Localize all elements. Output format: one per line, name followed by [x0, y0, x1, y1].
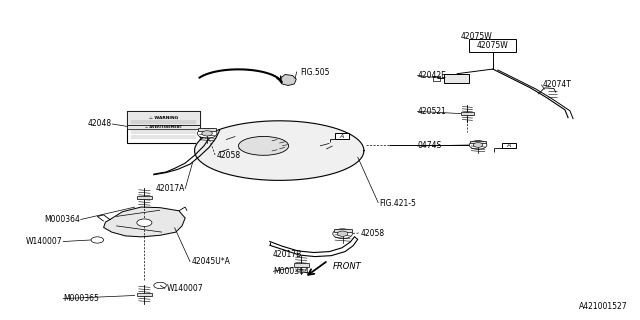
- Text: 42058: 42058: [361, 229, 385, 238]
- Bar: [294, 263, 308, 267]
- Text: 42045U*A: 42045U*A: [191, 257, 230, 267]
- Text: A: A: [340, 134, 344, 139]
- Bar: [470, 140, 486, 143]
- Text: M000364: M000364: [45, 215, 81, 224]
- Text: ⚠ WARNING: ⚠ WARNING: [149, 116, 178, 120]
- Text: 42075W: 42075W: [461, 32, 493, 41]
- Circle shape: [337, 231, 348, 236]
- Text: M000365: M000365: [63, 294, 99, 303]
- Text: 42017A: 42017A: [156, 184, 185, 193]
- Bar: [469, 39, 516, 52]
- Bar: [137, 293, 152, 296]
- Polygon shape: [104, 207, 185, 237]
- Circle shape: [333, 229, 353, 239]
- Text: A: A: [507, 143, 511, 148]
- Circle shape: [202, 131, 212, 136]
- Bar: [444, 74, 469, 83]
- Circle shape: [197, 128, 217, 138]
- Text: M000364: M000364: [273, 267, 309, 276]
- Bar: [127, 111, 200, 143]
- FancyBboxPatch shape: [335, 133, 349, 139]
- Circle shape: [469, 140, 487, 149]
- Text: 0474S: 0474S: [417, 141, 442, 150]
- Polygon shape: [195, 121, 364, 180]
- Text: A421001527: A421001527: [579, 301, 627, 310]
- Text: A: A: [140, 219, 143, 224]
- Text: 42017B: 42017B: [273, 250, 302, 259]
- Circle shape: [137, 219, 152, 227]
- Text: FIG.421-5: FIG.421-5: [380, 199, 417, 208]
- Text: 42058: 42058: [216, 151, 241, 160]
- Bar: [461, 112, 474, 115]
- Bar: [127, 124, 200, 129]
- Text: 42075W: 42075W: [477, 41, 509, 50]
- Bar: [333, 229, 351, 232]
- Text: 42042E: 42042E: [417, 71, 446, 80]
- Polygon shape: [278, 75, 296, 85]
- Ellipse shape: [239, 136, 289, 155]
- Text: W140007: W140007: [166, 284, 203, 293]
- Text: FRONT: FRONT: [333, 262, 362, 271]
- Circle shape: [474, 143, 483, 147]
- Text: ⚠ AVERTISSEMENT: ⚠ AVERTISSEMENT: [145, 125, 182, 129]
- Bar: [137, 196, 152, 199]
- Circle shape: [154, 282, 166, 289]
- Text: FIG.505: FIG.505: [300, 68, 330, 77]
- Text: W140007: W140007: [26, 237, 63, 246]
- Text: 420521: 420521: [417, 107, 446, 116]
- Bar: [127, 111, 200, 124]
- Bar: [433, 76, 440, 81]
- Text: 42074T: 42074T: [543, 80, 572, 89]
- Bar: [198, 128, 216, 132]
- FancyBboxPatch shape: [502, 143, 516, 148]
- Text: 42048: 42048: [88, 119, 112, 128]
- Circle shape: [91, 237, 104, 243]
